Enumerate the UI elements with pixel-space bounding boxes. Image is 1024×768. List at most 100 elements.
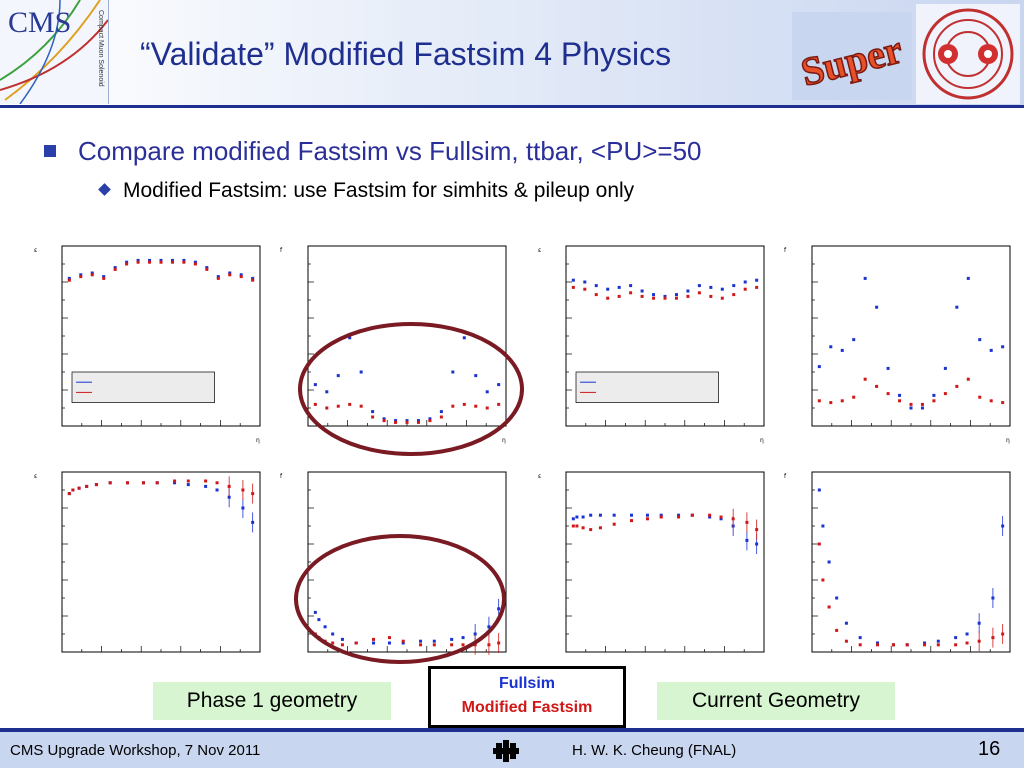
data-point-modified-fastsim	[439, 415, 443, 419]
square-bullet-icon	[44, 145, 56, 157]
data-point-modified-fastsim	[617, 294, 621, 298]
data-point-fullsim	[875, 305, 879, 309]
data-point-modified-fastsim	[193, 262, 197, 266]
data-point-modified-fastsim	[419, 643, 423, 647]
data-point-modified-fastsim	[251, 492, 255, 496]
data-point-modified-fastsim	[394, 420, 398, 424]
cms-logo-text: CMS	[8, 6, 72, 39]
data-point-modified-fastsim	[844, 639, 848, 643]
y-axis-label: f	[784, 247, 787, 254]
data-point-modified-fastsim	[432, 643, 436, 647]
data-point-fullsim	[989, 348, 993, 352]
data-point-modified-fastsim	[835, 628, 839, 632]
data-point-fullsim	[852, 338, 856, 342]
data-point-modified-fastsim	[186, 479, 190, 483]
data-point-modified-fastsim	[401, 639, 405, 643]
data-point-fullsim	[159, 258, 163, 262]
data-point-modified-fastsim	[598, 526, 602, 530]
data-point-fullsim	[251, 520, 255, 524]
y-axis-label: ε	[538, 247, 541, 254]
data-point-fullsim	[450, 637, 454, 641]
data-point-modified-fastsim	[708, 513, 712, 517]
data-point-fullsim	[313, 610, 317, 614]
lhc-logo	[916, 4, 1020, 104]
data-point-fullsim	[485, 390, 489, 394]
plot-legend-box	[71, 371, 215, 403]
cms-logo-graphic	[0, 0, 108, 104]
super-logo: Super	[792, 12, 912, 100]
data-point-fullsim	[977, 621, 981, 625]
data-point-fullsim	[720, 287, 724, 291]
data-point-modified-fastsim	[932, 399, 936, 403]
data-point-fullsim	[659, 513, 663, 517]
plot-frame	[565, 471, 765, 653]
data-point-modified-fastsim	[497, 641, 501, 645]
plot-svg-top-3: εη	[538, 245, 765, 444]
footer-divider	[0, 728, 1024, 732]
data-point-fullsim	[79, 273, 83, 277]
plot-svg-top-4: fη	[784, 245, 1011, 444]
data-point-modified-fastsim	[251, 278, 255, 282]
data-point-modified-fastsim	[323, 639, 327, 643]
data-point-fullsim	[898, 393, 902, 397]
data-point-fullsim	[216, 275, 220, 279]
data-point-modified-fastsim	[581, 526, 585, 530]
data-point-fullsim	[1001, 524, 1005, 528]
data-point-modified-fastsim	[354, 641, 358, 645]
data-point-fullsim	[148, 258, 152, 262]
data-point-modified-fastsim	[923, 643, 927, 647]
data-point-fullsim	[323, 625, 327, 629]
cms-logo: CMS Compact Muon Solenoid	[0, 0, 109, 104]
data-point-modified-fastsim	[239, 275, 243, 279]
data-point-fullsim	[359, 370, 363, 374]
y-axis-label: ε	[34, 247, 37, 254]
data-point-fullsim	[909, 406, 913, 410]
data-point-modified-fastsim	[317, 636, 321, 640]
data-point-modified-fastsim	[241, 488, 245, 492]
data-point-fullsim	[497, 607, 501, 611]
data-point-fullsim	[840, 348, 844, 352]
data-point-modified-fastsim	[108, 481, 112, 485]
data-point-modified-fastsim	[709, 294, 713, 298]
y-axis-label: f	[280, 247, 283, 254]
legend-fullsim: Fullsim	[498, 675, 555, 692]
data-point-fullsim	[387, 641, 391, 645]
data-point-fullsim	[719, 517, 723, 521]
x-axis-label: η	[1006, 437, 1010, 444]
data-point-fullsim	[193, 260, 197, 264]
data-point-modified-fastsim	[113, 267, 117, 271]
plot-frame	[811, 245, 1011, 427]
data-point-modified-fastsim	[817, 399, 821, 403]
data-point-modified-fastsim	[989, 399, 993, 403]
data-point-fullsim	[581, 515, 585, 519]
data-point-fullsim	[204, 484, 208, 488]
data-point-fullsim	[640, 289, 644, 293]
plot-svg-bottom-1: ε	[34, 471, 261, 653]
data-point-fullsim	[317, 618, 321, 622]
data-point-modified-fastsim	[359, 404, 363, 408]
data-point-modified-fastsim	[755, 285, 759, 289]
data-point-fullsim	[241, 506, 245, 510]
data-point-fullsim	[474, 374, 478, 378]
data-point-fullsim	[630, 513, 634, 517]
data-point-fullsim	[136, 258, 140, 262]
data-point-fullsim	[348, 336, 352, 340]
data-point-modified-fastsim	[745, 520, 749, 524]
data-point-modified-fastsim	[719, 515, 723, 519]
data-point-modified-fastsim	[891, 643, 895, 647]
data-point-fullsim	[943, 366, 947, 370]
data-point-modified-fastsim	[575, 524, 579, 528]
data-point-modified-fastsim	[629, 291, 633, 295]
data-point-modified-fastsim	[966, 377, 970, 381]
data-point-fullsim	[652, 293, 656, 297]
data-point-modified-fastsim	[697, 291, 701, 295]
data-point-fullsim	[920, 406, 924, 410]
data-point-fullsim	[817, 365, 821, 369]
data-point-modified-fastsim	[674, 296, 678, 300]
data-point-fullsim	[612, 513, 616, 517]
y-axis-label: ε	[538, 473, 541, 480]
plot-bottom-3: ε	[534, 466, 770, 676]
plot-svg-bottom-3: ε	[538, 471, 765, 653]
data-point-modified-fastsim	[817, 542, 821, 546]
